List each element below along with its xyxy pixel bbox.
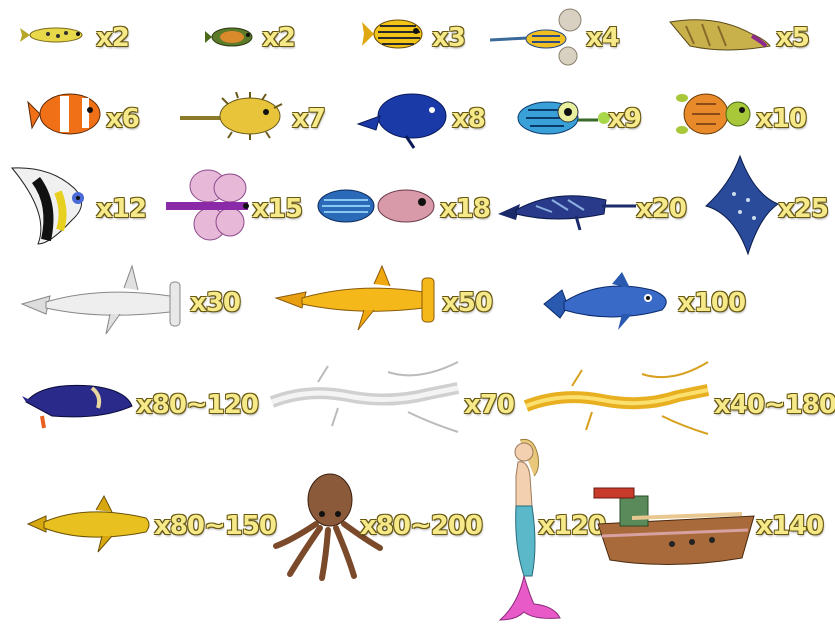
multiplier-label: x25	[778, 194, 829, 224]
sea-turtle-icon	[676, 93, 751, 135]
blue-tang-icon	[356, 93, 447, 149]
multiplier-label: x30	[190, 288, 241, 318]
clown-fish-icon	[27, 93, 101, 135]
angler-fish-icon	[669, 19, 771, 51]
seahorse-ray-icon	[489, 8, 582, 66]
silver-dragon-icon	[269, 361, 460, 433]
multiplier-label: x8	[452, 104, 486, 134]
multiplier-label: x120	[538, 511, 606, 541]
multiplier-label: x100	[678, 288, 746, 318]
silver-shark-icon	[20, 264, 181, 335]
multiplier-label: x140	[756, 511, 824, 541]
striped-yellow-fish-icon	[362, 19, 423, 49]
multiplier-label: x80~200	[360, 511, 483, 541]
multiplier-label: x2	[262, 23, 296, 53]
swordfish-icon	[498, 195, 636, 231]
octopus-icon	[273, 473, 383, 581]
multiplier-label: x20	[636, 194, 687, 224]
mermaid-icon	[498, 438, 561, 621]
blue-puffer-icon	[317, 189, 435, 223]
golden-whale-icon	[26, 494, 150, 553]
multiplier-label: x12	[96, 194, 147, 224]
multiplier-label: x80~120	[136, 390, 259, 420]
gold-shark-icon	[274, 264, 435, 331]
gold-dragon-icon	[523, 361, 710, 435]
multiplier-label: x9	[608, 104, 642, 134]
multiplier-label: x50	[442, 288, 493, 318]
killer-whale-icon	[22, 384, 133, 429]
multiplier-label: x6	[106, 104, 140, 134]
small-yellow-fish-icon	[20, 27, 83, 43]
multiplier-label: x15	[252, 194, 303, 224]
turtle-fish-icon	[205, 27, 253, 47]
multiplier-label: x5	[776, 23, 810, 53]
dolphin-icon	[543, 272, 667, 330]
pirate-ship-icon	[593, 487, 755, 566]
multiplier-label: x10	[756, 104, 807, 134]
multiplier-label: x3	[432, 23, 466, 53]
lantern-fish-icon	[517, 101, 610, 135]
puffer-fish-icon	[180, 92, 283, 140]
multiplier-label: x7	[292, 104, 326, 134]
butterfly-fish-icon	[166, 169, 249, 241]
multiplier-label: x40~180	[714, 390, 835, 420]
manta-ray-icon	[705, 154, 780, 256]
multiplier-label: x4	[586, 23, 620, 53]
moorish-idol-icon	[10, 167, 84, 245]
multiplier-label: x2	[96, 23, 130, 53]
multiplier-label: x18	[440, 194, 491, 224]
multiplier-label: x70	[464, 390, 515, 420]
multiplier-label: x80~150	[154, 511, 277, 541]
